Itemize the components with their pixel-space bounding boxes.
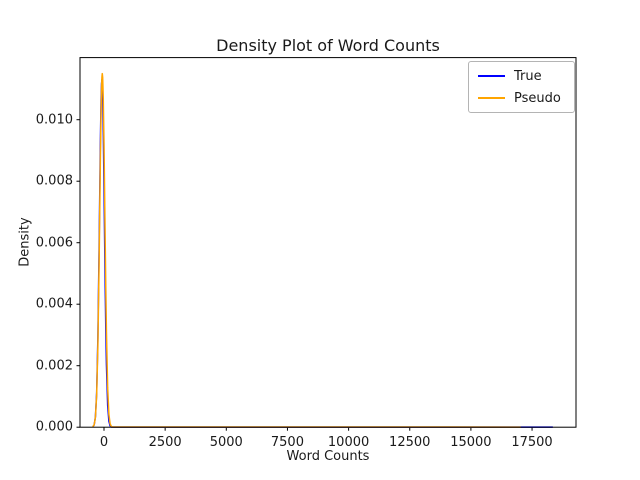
x-tick-label: 2500	[148, 435, 182, 450]
y-tick-label: 0.004	[35, 296, 73, 312]
y-tick-label: 0.006	[35, 235, 73, 251]
y-tick-label: 0.008	[35, 173, 73, 189]
x-tick-label: 0	[99, 435, 109, 450]
legend-entry-true: True	[478, 67, 565, 85]
legend-pseudo-label: Pseudo	[514, 90, 561, 106]
x-axis-label: Word Counts	[286, 449, 370, 464]
x-tick-label: 15000	[450, 435, 492, 450]
legend-entry-pseudo: Pseudo	[478, 89, 565, 107]
legend-true-line-icon	[478, 75, 505, 77]
y-tick-label: 0.000	[35, 419, 73, 435]
x-tick-label: 5000	[209, 435, 243, 450]
chart-title: Density Plot of Word Counts	[216, 36, 440, 55]
legend-pseudo-line-icon	[478, 97, 505, 99]
y-tick-label: 0.002	[35, 358, 73, 374]
series-line-pseudo	[92, 72, 521, 428]
x-tick-label: 12500	[389, 435, 431, 450]
series-line-true	[92, 78, 553, 428]
x-tick-label: 10000	[327, 435, 370, 450]
legend: True Pseudo	[468, 61, 575, 113]
x-tick-label: 17500	[511, 435, 553, 450]
legend-true-label: True	[514, 68, 542, 84]
x-tick-label: 7500	[270, 435, 304, 450]
axes-frame	[79, 57, 577, 428]
y-tick-label: 0.010	[35, 112, 73, 128]
